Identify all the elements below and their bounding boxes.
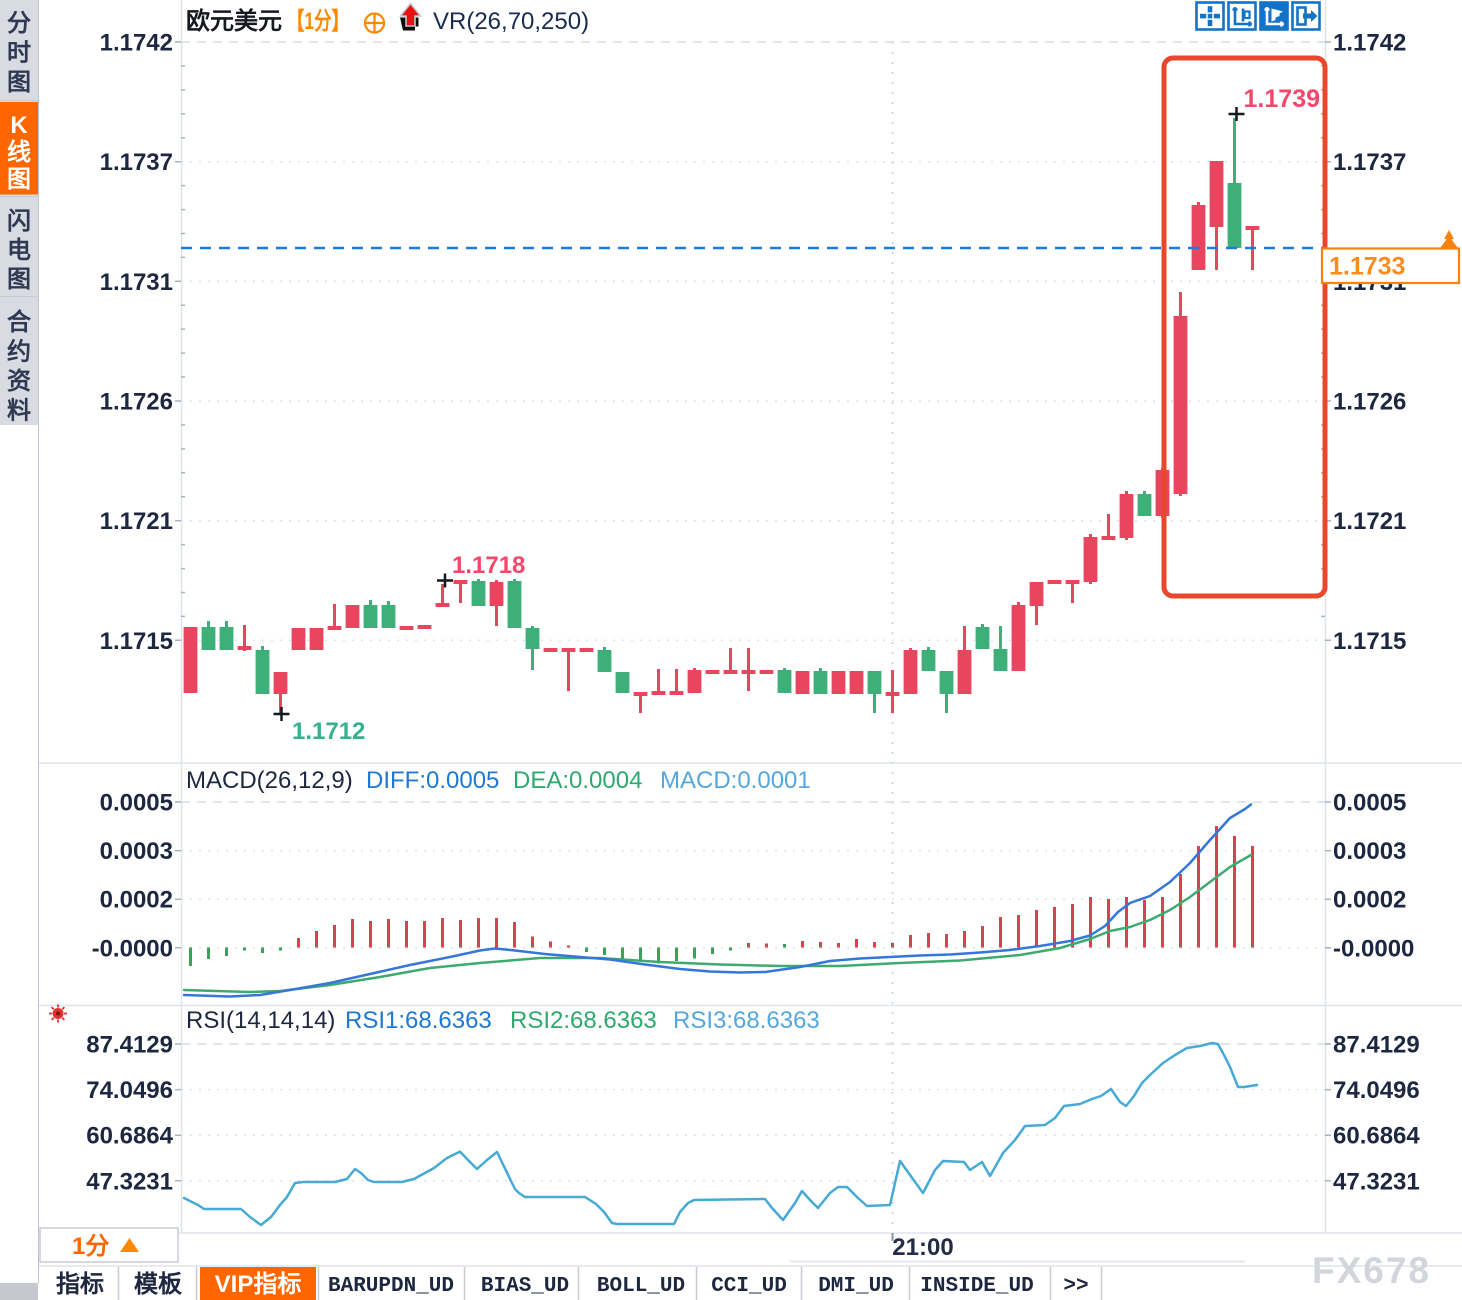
svg-text:料: 料 bbox=[7, 398, 31, 425]
svg-text:1.1715: 1.1715 bbox=[1333, 628, 1406, 655]
svg-text:RSI3:68.6363: RSI3:68.6363 bbox=[673, 1007, 820, 1034]
svg-text:DMI_UD: DMI_UD bbox=[818, 1275, 894, 1298]
svg-text:74.0496: 74.0496 bbox=[1333, 1077, 1420, 1104]
svg-text:BIAS_UD: BIAS_UD bbox=[481, 1275, 569, 1298]
svg-text:欧元美元: 欧元美元 bbox=[186, 7, 282, 35]
svg-text:合: 合 bbox=[7, 308, 32, 336]
svg-text:1.1721: 1.1721 bbox=[1333, 508, 1406, 535]
svg-text:1.1718: 1.1718 bbox=[452, 552, 525, 579]
svg-text:0.0005: 0.0005 bbox=[100, 790, 173, 817]
svg-text:1.1726: 1.1726 bbox=[1333, 389, 1406, 416]
svg-text:MACD:0.0001: MACD:0.0001 bbox=[660, 767, 811, 794]
svg-text:线: 线 bbox=[7, 139, 31, 166]
svg-text:闪: 闪 bbox=[7, 208, 31, 235]
svg-text:FX678: FX678 bbox=[1312, 1250, 1431, 1291]
svg-text:VR(26,70,250): VR(26,70,250) bbox=[433, 8, 589, 35]
svg-text:1.1742: 1.1742 bbox=[100, 30, 173, 57]
svg-text:分: 分 bbox=[7, 10, 31, 37]
svg-text:RSI1:68.6363: RSI1:68.6363 bbox=[345, 1007, 492, 1034]
svg-text:1.1721: 1.1721 bbox=[100, 508, 173, 535]
svg-text:47.3231: 47.3231 bbox=[1333, 1168, 1420, 1195]
svg-text:87.4129: 87.4129 bbox=[1333, 1032, 1420, 1059]
svg-text:60.6864: 60.6864 bbox=[86, 1123, 173, 1150]
svg-text:0.0003: 0.0003 bbox=[1333, 838, 1406, 865]
svg-text:21:00: 21:00 bbox=[892, 1234, 953, 1261]
svg-text:图: 图 bbox=[7, 69, 31, 96]
svg-text:1.1712: 1.1712 bbox=[292, 718, 365, 745]
svg-text:图: 图 bbox=[7, 166, 31, 193]
svg-text:RSI(14,14,14): RSI(14,14,14) bbox=[186, 1007, 335, 1034]
svg-text:1.1737: 1.1737 bbox=[1333, 149, 1406, 176]
svg-text:约: 约 bbox=[7, 338, 31, 366]
svg-text:DEA:0.0004: DEA:0.0004 bbox=[513, 767, 642, 794]
svg-text:1.1726: 1.1726 bbox=[100, 389, 173, 416]
svg-text:MACD(26,12,9): MACD(26,12,9) bbox=[186, 767, 353, 794]
svg-text:>>: >> bbox=[1063, 1275, 1088, 1298]
svg-text:指标: 指标 bbox=[56, 1271, 104, 1298]
svg-text:0.0005: 0.0005 bbox=[1333, 790, 1406, 817]
svg-text:1.1733: 1.1733 bbox=[1329, 253, 1405, 281]
svg-text:DIFF:0.0005: DIFF:0.0005 bbox=[366, 767, 499, 794]
svg-text:1.1731: 1.1731 bbox=[100, 269, 173, 296]
svg-text:1.1715: 1.1715 bbox=[100, 628, 173, 655]
svg-text:-0.0000: -0.0000 bbox=[1333, 935, 1414, 962]
svg-text:K: K bbox=[10, 112, 28, 139]
svg-text:0.0003: 0.0003 bbox=[100, 838, 173, 865]
svg-text:BOLL_UD: BOLL_UD bbox=[597, 1275, 685, 1298]
svg-text:CCI_UD: CCI_UD bbox=[711, 1275, 787, 1298]
svg-text:-0.0000: -0.0000 bbox=[92, 935, 173, 962]
svg-text:60.6864: 60.6864 bbox=[1333, 1123, 1420, 1150]
svg-text:1分: 1分 bbox=[72, 1233, 109, 1260]
svg-text:87.4129: 87.4129 bbox=[86, 1032, 173, 1059]
svg-text:1.1742: 1.1742 bbox=[1333, 30, 1406, 57]
svg-text:图: 图 bbox=[7, 266, 31, 293]
svg-text:资: 资 bbox=[7, 368, 31, 395]
svg-text:电: 电 bbox=[7, 237, 31, 264]
svg-text:74.0496: 74.0496 bbox=[86, 1077, 173, 1104]
svg-text:0.0002: 0.0002 bbox=[1333, 887, 1406, 914]
svg-text:1.1739: 1.1739 bbox=[1244, 85, 1320, 113]
svg-text:1.1737: 1.1737 bbox=[100, 149, 173, 176]
svg-text:BARUPDN_UD: BARUPDN_UD bbox=[328, 1275, 454, 1298]
svg-text:VIP指标: VIP指标 bbox=[215, 1271, 302, 1298]
svg-text:0.0002: 0.0002 bbox=[100, 887, 173, 914]
svg-text:INSIDE_UD: INSIDE_UD bbox=[920, 1275, 1033, 1298]
svg-text:模板: 模板 bbox=[134, 1271, 183, 1298]
svg-text:【1分】: 【1分】 bbox=[287, 8, 349, 35]
svg-text:47.3231: 47.3231 bbox=[86, 1168, 173, 1195]
svg-text:时: 时 bbox=[7, 40, 31, 67]
svg-text:RSI2:68.6363: RSI2:68.6363 bbox=[510, 1007, 657, 1034]
